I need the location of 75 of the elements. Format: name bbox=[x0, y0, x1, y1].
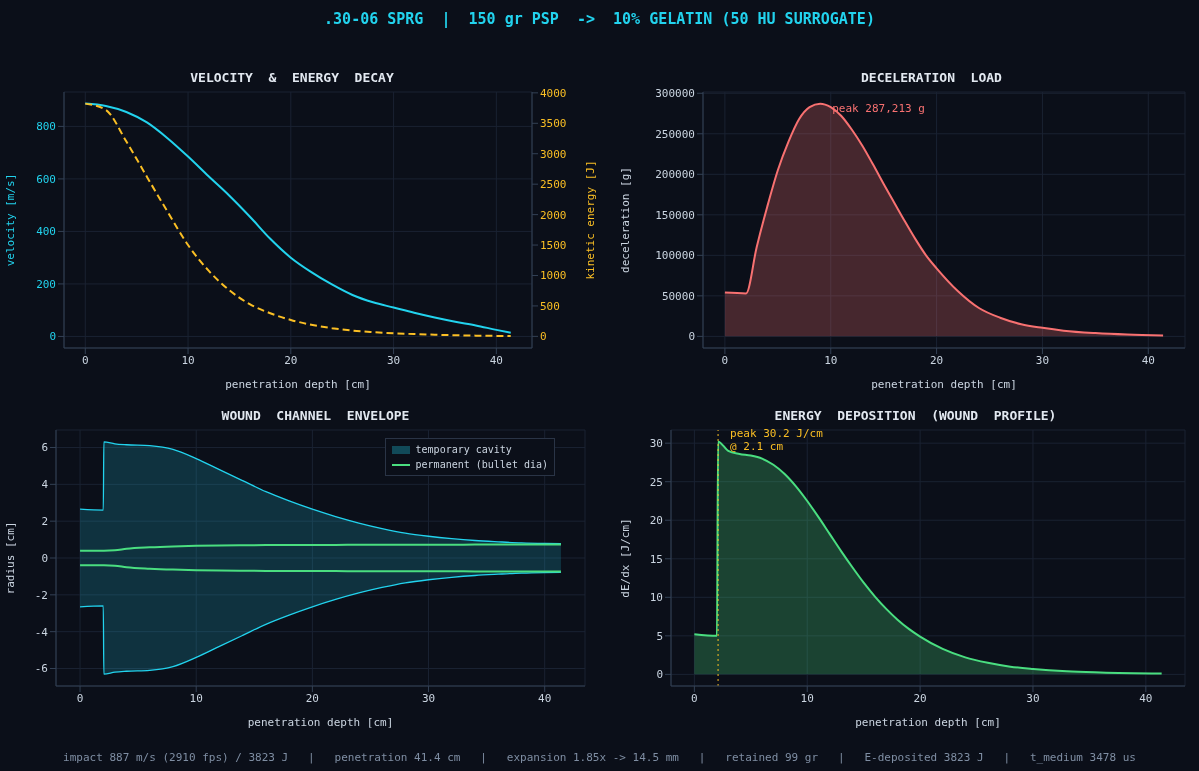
y-axis-title: deceleration [g] bbox=[618, 167, 632, 273]
text: impact 887 m/s (2910 fps) / 3823 J | penetration 41.4 cm | expansion 1.85x -> 14.5 mm | retained 99 gr | E-deposited 3823 J | t_medium 3478 us bbox=[62, 751, 1137, 764]
y-axis-title: dE/dx [J/cm] bbox=[618, 518, 632, 598]
x-tick-label: 20 bbox=[284, 353, 298, 367]
x-tick-label: 20 bbox=[929, 353, 944, 367]
y2-tick-label: 1500 bbox=[540, 238, 567, 252]
y2-tick-label: 4000 bbox=[540, 86, 567, 100]
y-tick-label: 600 bbox=[36, 172, 56, 186]
legend-label: permanent (bullet dia) bbox=[415, 458, 548, 472]
y-tick-label: 250000 bbox=[655, 127, 695, 141]
x-tick-label: 0 bbox=[81, 353, 89, 367]
x-axis-title: penetration depth [cm] bbox=[871, 378, 1017, 391]
y2-tick-label: 3000 bbox=[540, 147, 567, 161]
y-tick-label: 150000 bbox=[655, 208, 695, 222]
x-tick-label: 10 bbox=[181, 353, 195, 367]
y2-tick-label: 1000 bbox=[540, 269, 567, 283]
x-tick-label: 30 bbox=[1035, 353, 1050, 367]
y-tick-label: 0 bbox=[656, 668, 663, 682]
chart-title: ENERGY DEPOSITION (WOUND PROFILE) bbox=[773, 408, 1058, 423]
y-tick-label: 4 bbox=[41, 478, 49, 492]
y2-tick-label: 0 bbox=[540, 330, 547, 344]
x-tick-label: 10 bbox=[189, 691, 203, 705]
y-axis-title: radius [cm] bbox=[3, 521, 17, 595]
chart-title: WOUND CHANNEL ENVELOPE bbox=[220, 408, 411, 423]
text: .30-06 SPRG | 150 gr PSP -> 10% GELATIN (50 HU SURROGATE) bbox=[323, 10, 876, 28]
y-tick-label: 2 bbox=[41, 515, 48, 529]
y-tick-label: 800 bbox=[36, 120, 56, 134]
x-tick-label: 20 bbox=[305, 691, 319, 705]
x-tick-label: 10 bbox=[824, 353, 838, 367]
y-tick-label: 50000 bbox=[661, 289, 695, 303]
chart-title: DECELERATION LOAD bbox=[860, 70, 1003, 85]
chart-title: VELOCITY & ENERGY DECAY bbox=[189, 70, 395, 85]
y-tick-label: 300000 bbox=[655, 87, 695, 101]
x-tick-label: 40 bbox=[1139, 691, 1153, 705]
x-tick-label: 0 bbox=[721, 353, 729, 367]
y-tick-label: 0 bbox=[49, 330, 56, 344]
y-tick-label: 0 bbox=[688, 330, 695, 344]
x-tick-label: 40 bbox=[538, 691, 552, 705]
annotation: peak 30.2 J/cm @ 2.1 cm bbox=[730, 426, 824, 453]
y-tick-label: 20 bbox=[649, 514, 663, 528]
x-tick-label: 10 bbox=[800, 691, 814, 705]
x-tick-label: 20 bbox=[913, 691, 927, 705]
x-axis-title: penetration depth [cm] bbox=[225, 378, 371, 391]
y2-tick-label: 500 bbox=[540, 299, 560, 313]
y-axis-title: velocity [m/s] bbox=[3, 173, 17, 267]
x-tick-label: 40 bbox=[1141, 353, 1155, 367]
y-tick-label: 0 bbox=[41, 551, 48, 565]
y2-tick-label: 2000 bbox=[540, 208, 567, 222]
legend-label: temporary cavity bbox=[415, 443, 512, 457]
line-series bbox=[79, 543, 562, 552]
x-tick-label: 30 bbox=[421, 691, 436, 705]
x-axis-title: penetration depth [cm] bbox=[247, 716, 394, 729]
y2-tick-label: 3500 bbox=[540, 117, 567, 131]
y-tick-label: -6 bbox=[34, 662, 48, 676]
y-tick-label: 100000 bbox=[655, 249, 695, 263]
y-tick-label: 30 bbox=[649, 437, 663, 451]
x-tick-label: 30 bbox=[1026, 691, 1040, 705]
y-tick-label: 6 bbox=[41, 441, 48, 455]
y-tick-label: 200000 bbox=[655, 168, 695, 182]
y-tick-label: 15 bbox=[649, 552, 663, 566]
y-tick-label: 200 bbox=[36, 277, 56, 291]
y-tick-label: 400 bbox=[36, 225, 56, 239]
x-tick-label: 0 bbox=[76, 691, 84, 705]
y-tick-label: -2 bbox=[34, 588, 48, 602]
y-tick-label: 25 bbox=[649, 475, 663, 489]
x-tick-label: 30 bbox=[386, 353, 401, 367]
y2-tick-label: 2500 bbox=[540, 178, 567, 192]
y-tick-label: 10 bbox=[649, 591, 663, 605]
y-tick-label: 5 bbox=[656, 629, 663, 643]
x-tick-label: 40 bbox=[489, 353, 503, 367]
y2-axis-title: kinetic energy [J] bbox=[583, 160, 597, 280]
line-series bbox=[79, 564, 562, 573]
x-axis-title: penetration depth [cm] bbox=[855, 716, 1001, 729]
y-tick-label: -4 bbox=[34, 625, 49, 639]
annotation: peak 287,213 g bbox=[832, 101, 925, 115]
